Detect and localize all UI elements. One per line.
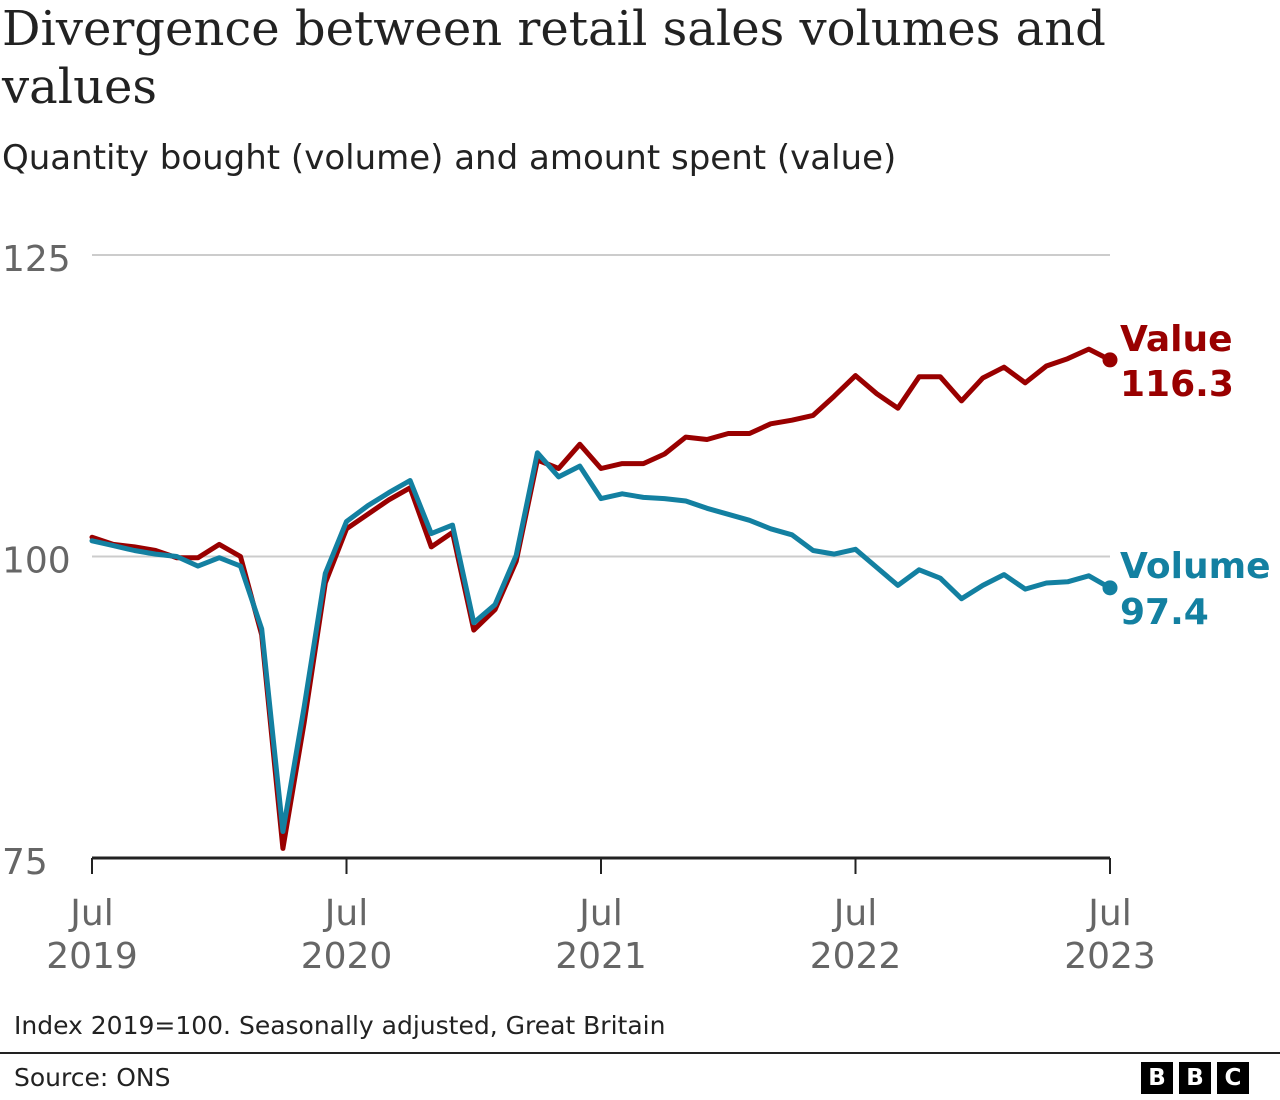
x-tick-label-month-2021-07: Jul	[577, 893, 622, 934]
x-tick-label-year-2023-07: 2023	[1064, 936, 1156, 977]
source-text: Source: ONS	[14, 1063, 171, 1092]
series-line-volume	[89, 450, 1113, 834]
end-marker-volume	[1102, 580, 1118, 596]
footnote: Index 2019=100. Seasonally adjusted, Gre…	[14, 1011, 666, 1040]
logo-letter-2: B	[1179, 1062, 1211, 1094]
end-marker-value	[1102, 352, 1118, 368]
y-tick-label-125: 125	[2, 239, 71, 280]
series-name-value: Value	[1120, 319, 1233, 360]
x-tick-label-month-2023-07: Jul	[1086, 893, 1131, 934]
logo-letter-1: B	[1141, 1062, 1173, 1094]
series-name-volume: Volume	[1120, 546, 1271, 587]
label-layer: 75100125Jul2019Jul2020Jul2021Jul2022Jul2…	[2, 239, 1271, 977]
series-end-value-value: 116.3	[1120, 364, 1234, 405]
x-tick-label-year-2021-07: 2021	[555, 936, 647, 977]
footer-divider	[0, 1052, 1280, 1054]
y-tick-label-75: 75	[2, 842, 48, 883]
x-tick-label-month-2020-07: Jul	[323, 893, 368, 934]
x-tick-label-month-2019-07: Jul	[68, 893, 113, 934]
x-tick-label-month-2022-07: Jul	[832, 893, 877, 934]
grid-layer	[91, 254, 1111, 874]
series-layer	[89, 346, 1118, 851]
x-tick-label-year-2022-07: 2022	[810, 936, 902, 977]
x-tick-label-year-2019-07: 2019	[46, 936, 138, 977]
bbc-logo: B B C	[1141, 1062, 1249, 1094]
chart-title: Divergence between retail sales volumes …	[2, 1, 1106, 115]
line-chart: 75100125Jul2019Jul2020Jul2021Jul2022Jul2…	[2, 239, 1271, 977]
y-tick-label-100: 100	[2, 541, 71, 582]
logo-letter-3: C	[1217, 1062, 1249, 1094]
series-line-value	[89, 346, 1113, 851]
x-tick-label-year-2020-07: 2020	[301, 936, 393, 977]
series-end-value-volume: 97.4	[1120, 592, 1209, 633]
chart-subtitle: Quantity bought (volume) and amount spen…	[2, 138, 897, 178]
